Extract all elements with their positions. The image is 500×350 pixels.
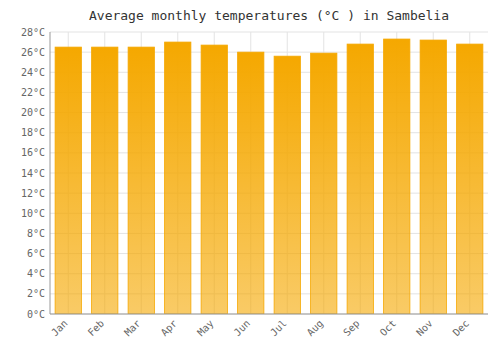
y-tick-label: 2°C (27, 288, 45, 299)
y-tick-label: 18°C (21, 127, 45, 138)
chart: Average monthly temperatures (°C ) in Sa… (0, 0, 500, 350)
bar (347, 44, 373, 314)
bar (128, 47, 154, 314)
grid (50, 32, 488, 314)
x-tick-label: Sep (341, 318, 362, 339)
y-tick-label: 12°C (21, 188, 45, 199)
x-tick-label: Oct (378, 318, 399, 339)
bar (238, 52, 264, 314)
y-tick-label: 20°C (21, 107, 45, 118)
y-tick-label: 22°C (21, 87, 45, 98)
x-tick-label: Jan (49, 318, 70, 339)
bar (384, 39, 410, 314)
bar (457, 44, 483, 314)
x-tick-label: May (195, 318, 216, 339)
bar (201, 45, 227, 314)
y-tick-label: 4°C (27, 268, 45, 279)
y-tick-label: 8°C (27, 228, 45, 239)
x-tick-label: Jun (232, 318, 253, 339)
bar (92, 47, 118, 314)
bar (311, 53, 337, 314)
y-axis-line (50, 32, 51, 314)
bar (55, 47, 81, 314)
x-tick-label: Apr (159, 318, 180, 339)
grid-line-y (50, 32, 488, 33)
y-tick-label: 26°C (21, 47, 45, 58)
y-tick-label: 10°C (21, 208, 45, 219)
bar (165, 42, 191, 314)
x-tick-label: Jul (268, 318, 289, 339)
x-tick-label: Nov (414, 318, 435, 339)
y-tick-label: 6°C (27, 248, 45, 259)
y-tick-label: 0°C (27, 309, 45, 320)
x-tick-label: Feb (86, 318, 107, 339)
bar (274, 56, 300, 314)
y-tick-label: 24°C (21, 67, 45, 78)
x-tick-label: Dec (451, 318, 472, 339)
x-tick-label: Aug (305, 318, 326, 339)
x-axis-line (50, 314, 488, 315)
chart-container: Average monthly temperatures (°C ) in Sa… (0, 0, 500, 350)
y-tick-label: 28°C (21, 27, 45, 38)
y-tick-label: 16°C (21, 147, 45, 158)
bars (55, 39, 483, 314)
x-tick-label: Mar (122, 318, 143, 339)
grid-line-y (50, 314, 488, 315)
y-tick-label: 14°C (21, 168, 45, 179)
title: Average monthly temperatures (°C ) in Sa… (89, 8, 449, 23)
bar (420, 40, 446, 314)
